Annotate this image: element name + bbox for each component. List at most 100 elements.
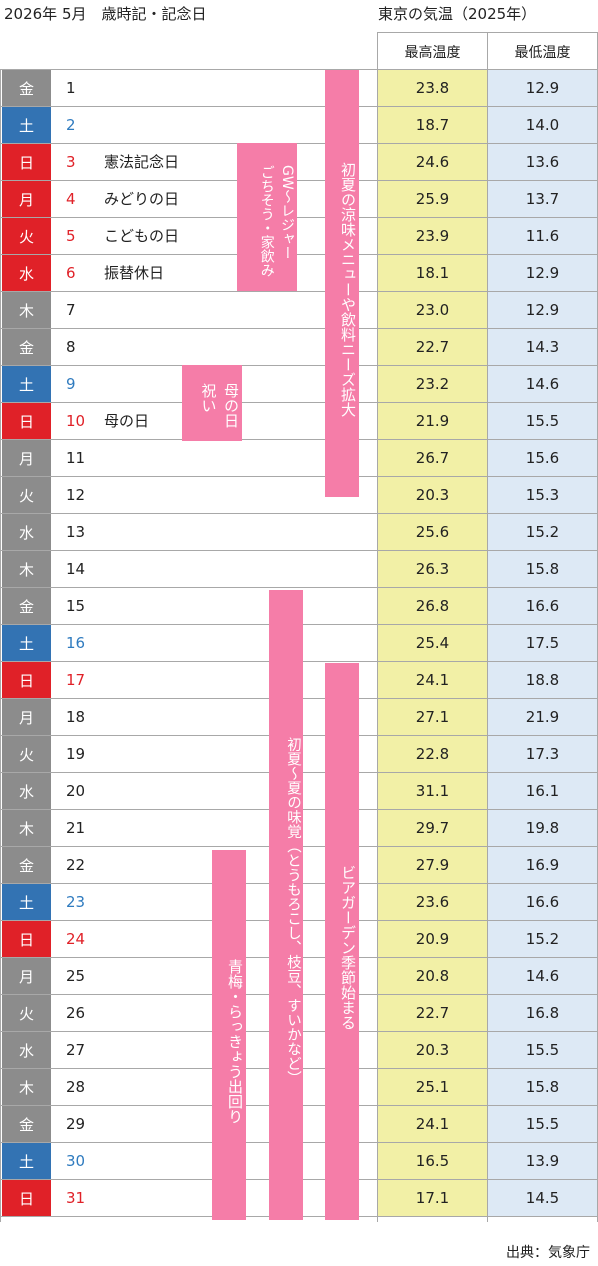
high-temp-cell: 16.5 [378, 1143, 487, 1179]
high-temp-cell: 17.1 [378, 1180, 487, 1216]
weekday-cell: 月 [2, 440, 51, 476]
weekday-cell: 火 [2, 477, 51, 513]
row-divider [0, 254, 598, 255]
low-temp-cell: 13.7 [488, 181, 597, 217]
band-mothers-day: 母の日 祝い [182, 365, 242, 441]
table-row: 木 21 29.7 19.8 [0, 810, 598, 847]
table-row: 土 2 18.7 14.0 [0, 107, 598, 144]
high-temp-cell: 18.1 [378, 255, 487, 291]
high-temp-cell: 26.8 [378, 588, 487, 624]
weekday-cell: 土 [2, 884, 51, 920]
high-temp-cell: 18.7 [378, 107, 487, 143]
table-row: 金 1 23.8 12.9 [0, 70, 598, 107]
weekday-cell: 金 [2, 329, 51, 365]
low-temp-cell: 12.9 [488, 70, 597, 106]
event-label: 振替休日 [104, 264, 165, 282]
high-temp-cell: 21.9 [378, 403, 487, 439]
table-row: 火 19 22.8 17.3 [0, 736, 598, 773]
weekday-cell: 水 [2, 255, 51, 291]
weekday-cell: 土 [2, 107, 51, 143]
table-row: 金 15 26.8 16.6 [0, 588, 598, 625]
table-row: 火 12 20.3 15.3 [0, 477, 598, 514]
table-row: 日 10 母の日 21.9 15.5 [0, 403, 598, 440]
low-temp-cell: 16.6 [488, 884, 597, 920]
weekday-cell: 火 [2, 736, 51, 772]
day-number: 3 [66, 153, 76, 171]
low-temp-header: 最低温度 [487, 32, 598, 70]
high-temp-cell: 22.8 [378, 736, 487, 772]
high-temp-cell: 20.9 [378, 921, 487, 957]
table-row: 月 4 みどりの日 25.9 13.7 [0, 181, 598, 218]
weekday-cell: 土 [2, 625, 51, 661]
high-temp-cell: 24.6 [378, 144, 487, 180]
row-divider [0, 328, 598, 329]
low-temp-cell: 14.0 [488, 107, 597, 143]
low-temp-cell: 15.2 [488, 514, 597, 550]
row-divider [0, 550, 598, 551]
weekday-cell: 木 [2, 292, 51, 328]
event-label: こどもの日 [104, 227, 180, 245]
table-row: 日 24 20.9 15.2 [0, 921, 598, 958]
table-row: 月 25 20.8 14.6 [0, 958, 598, 995]
event-label: 母の日 [104, 412, 150, 430]
low-temp-cell: 15.2 [488, 921, 597, 957]
weekday-cell: 火 [2, 995, 51, 1031]
weekday-cell: 日 [2, 403, 51, 439]
weekday-cell: 木 [2, 1069, 51, 1105]
table-row: 木 7 23.0 12.9 [0, 292, 598, 329]
high-temp-cell: 20.8 [378, 958, 487, 994]
high-temp-cell: 24.1 [378, 1106, 487, 1142]
day-number: 7 [66, 301, 76, 319]
band-early-summer-taste: 初夏～夏の味覚（とうもろこし、枝豆、すいかなど） [269, 590, 303, 1220]
day-number: 16 [66, 634, 86, 652]
low-col-left-border [487, 32, 488, 1222]
weekday-cell: 木 [2, 551, 51, 587]
weekday-cell: 月 [2, 699, 51, 735]
day-number: 15 [66, 597, 86, 615]
high-temp-cell: 26.3 [378, 551, 487, 587]
day-number: 12 [66, 486, 86, 504]
day-number: 29 [66, 1115, 86, 1133]
row-divider [0, 217, 598, 218]
day-number: 1 [66, 79, 76, 97]
day-number: 8 [66, 338, 76, 356]
row-divider [0, 513, 598, 514]
high-temp-cell: 23.9 [378, 218, 487, 254]
low-temp-cell: 15.5 [488, 1106, 597, 1142]
table-row: 金 8 22.7 14.3 [0, 329, 598, 366]
high-temp-cell: 23.2 [378, 366, 487, 402]
high-temp-cell: 31.1 [378, 773, 487, 809]
low-temp-cell: 15.5 [488, 403, 597, 439]
day-number: 26 [66, 1004, 86, 1022]
high-temp-cell: 22.7 [378, 329, 487, 365]
day-number: 5 [66, 227, 76, 245]
high-temp-cell: 20.3 [378, 1032, 487, 1068]
day-number: 28 [66, 1078, 86, 1096]
high-temp-cell: 25.9 [378, 181, 487, 217]
table-row: 金 22 27.9 16.9 [0, 847, 598, 884]
day-number: 13 [66, 523, 86, 541]
day-number: 20 [66, 782, 86, 800]
low-temp-cell: 17.3 [488, 736, 597, 772]
day-number: 6 [66, 264, 76, 282]
high-temp-cell: 23.6 [378, 884, 487, 920]
table-row: 金 29 24.1 15.5 [0, 1106, 598, 1143]
weekday-cell: 水 [2, 514, 51, 550]
event-label: みどりの日 [104, 190, 180, 208]
weekday-cell: 土 [2, 366, 51, 402]
weekday-cell: 月 [2, 958, 51, 994]
row-divider [0, 439, 598, 440]
row-divider [0, 291, 598, 292]
table-row: 水 27 20.3 15.5 [0, 1032, 598, 1069]
low-temp-cell: 18.8 [488, 662, 597, 698]
row-divider [0, 143, 598, 144]
low-temp-cell: 14.6 [488, 958, 597, 994]
day-number: 10 [66, 412, 86, 430]
low-temp-cell: 16.1 [488, 773, 597, 809]
day-number: 21 [66, 819, 86, 837]
table-row: 月 11 26.7 15.6 [0, 440, 598, 477]
low-temp-cell: 15.6 [488, 440, 597, 476]
day-number: 25 [66, 967, 86, 985]
temperature-title: 東京の気温（2025年） [378, 5, 537, 23]
low-temp-cell: 16.6 [488, 588, 597, 624]
